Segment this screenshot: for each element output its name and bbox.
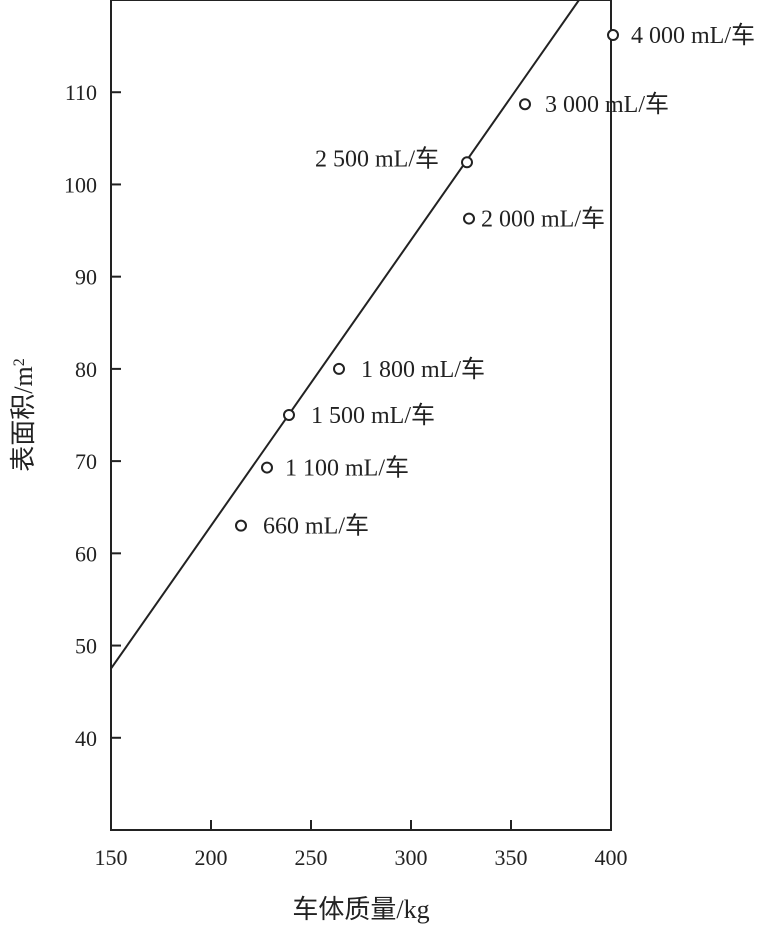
y-tick-label: 50 bbox=[75, 634, 97, 659]
x-ticks: 150 200 250 300 350 400 bbox=[95, 820, 628, 870]
x-tick-label: 350 bbox=[495, 845, 528, 870]
point-label: 3 000 mL/车 bbox=[545, 91, 669, 118]
fit-line bbox=[110, 0, 580, 670]
point-label: 1 800 mL/车 bbox=[361, 356, 485, 383]
data-point bbox=[283, 409, 295, 421]
y-ticks: 40 50 60 70 80 90 100 110 bbox=[64, 80, 121, 751]
y-tick-label: 70 bbox=[75, 449, 97, 474]
x-tick-label: 250 bbox=[295, 845, 328, 870]
x-tick-label: 300 bbox=[395, 845, 428, 870]
data-points bbox=[235, 29, 619, 532]
x-axis-title: 车体质量/kg bbox=[292, 895, 429, 924]
x-tick-label: 200 bbox=[195, 845, 228, 870]
data-point bbox=[463, 212, 475, 225]
y-tick-label: 60 bbox=[75, 541, 97, 566]
data-point bbox=[461, 156, 473, 169]
point-label: 1 500 mL/车 bbox=[311, 402, 435, 429]
y-tick-label: 80 bbox=[75, 357, 97, 382]
data-point bbox=[333, 362, 345, 375]
x-tick-label: 150 bbox=[95, 845, 128, 870]
data-point bbox=[607, 29, 619, 42]
x-tick-label: 400 bbox=[595, 845, 628, 870]
point-label: 1 100 mL/车 bbox=[285, 455, 409, 482]
y-tick-label: 40 bbox=[75, 726, 97, 751]
point-label: 660 mL/车 bbox=[263, 513, 369, 540]
y-axis-title-sup: 2 bbox=[11, 358, 28, 366]
data-point bbox=[261, 461, 273, 474]
point-labels: 660 mL/车 1 100 mL/车 1 500 mL/车 1 800 mL/车 2 … bbox=[263, 22, 755, 540]
y-tick-label: 110 bbox=[65, 80, 97, 105]
data-point bbox=[235, 519, 247, 532]
y-tick-label: 90 bbox=[75, 265, 97, 290]
plot-frame bbox=[110, 0, 612, 831]
y-tick-label: 100 bbox=[64, 172, 97, 197]
y-axis-title-main: 表面积/m bbox=[9, 366, 38, 471]
point-label: 2 500 mL/车 bbox=[315, 145, 439, 172]
y-axis-title: 表面积/m2 bbox=[9, 358, 38, 471]
point-label: 2 000 mL/车 bbox=[481, 206, 605, 233]
point-label: 4 000 mL/车 bbox=[631, 22, 755, 49]
data-point bbox=[519, 98, 531, 111]
